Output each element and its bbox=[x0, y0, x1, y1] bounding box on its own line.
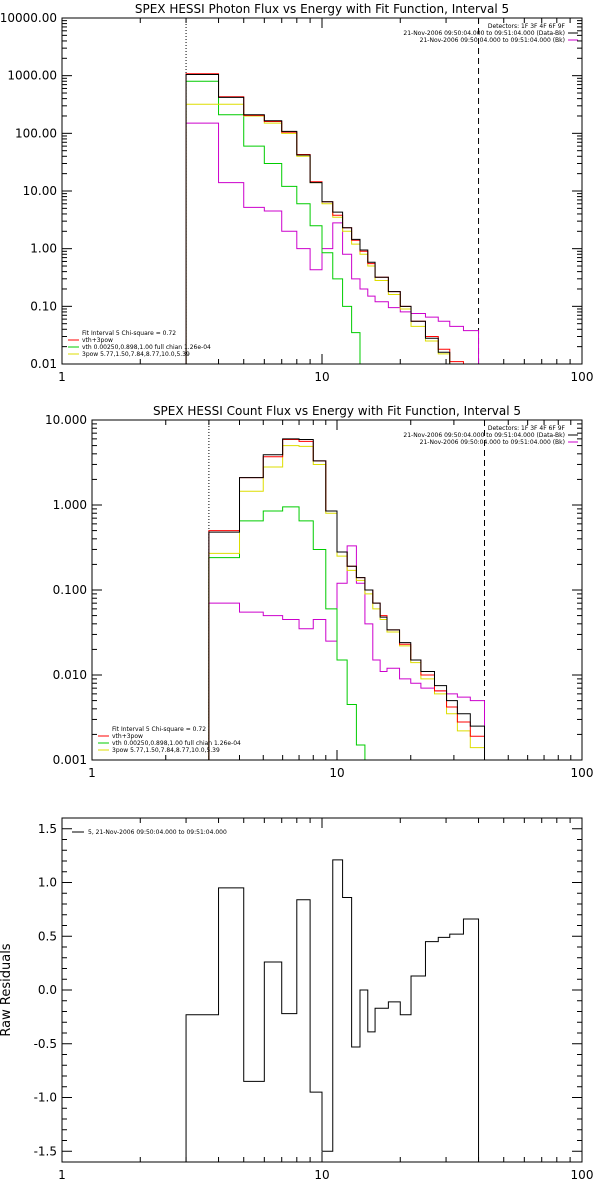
legend-entry: 5, 21-Nov-2006 09:50:04.000 to 09:51:04.… bbox=[88, 829, 227, 836]
fit-legend-entry: 3pow 5.77,1.50,7.84,8.77,10.0,5.39 bbox=[82, 351, 190, 358]
info-line: 21-Nov-2006 09:50:04.000 to 09:51:04.000… bbox=[403, 432, 565, 439]
y-tick-label: -1.0 bbox=[34, 1091, 57, 1105]
plot-frame bbox=[61, 817, 583, 1163]
y-tick-label: 0.01 bbox=[30, 357, 57, 371]
series-group bbox=[185, 859, 480, 1162]
y-tick-label: 0.5 bbox=[38, 929, 57, 943]
y-tick-label: 1.000 bbox=[53, 498, 87, 512]
fit-legend-entry: vth+3pow bbox=[112, 733, 143, 740]
fit-legend-entry: 3pow 5.77,1.50,7.84,8.77,10.0,5.39 bbox=[112, 747, 220, 754]
series-line-1 bbox=[208, 545, 486, 760]
series-line-4 bbox=[208, 438, 486, 760]
y-tick-label: 0.100 bbox=[53, 583, 87, 597]
x-tick-label: 1 bbox=[58, 370, 66, 384]
series-group bbox=[208, 438, 486, 760]
y-tick-label: 0.10 bbox=[30, 299, 57, 313]
chart-panel-1: SPEX HESSI Photon Flux vs Energy with Fi… bbox=[0, 2, 593, 384]
chart-panel-2: SPEX HESSI Count Flux vs Energy with Fit… bbox=[45, 404, 594, 780]
y-tick-label: 1.0 bbox=[38, 876, 57, 890]
fit-legend-entry: vth 0.00250,0.898,1.00 full chian 1.26e-… bbox=[82, 344, 211, 351]
y-tick-label: 1.5 bbox=[38, 822, 57, 836]
x-tick-label: 100 bbox=[571, 1168, 594, 1182]
x-tick-label: 10 bbox=[329, 766, 344, 780]
y-tick-label: -1.5 bbox=[34, 1144, 57, 1158]
series-line-4 bbox=[185, 73, 480, 364]
chart-title: SPEX HESSI Count Flux vs Energy with Fit… bbox=[153, 404, 521, 418]
series-line-1 bbox=[185, 859, 480, 1162]
x-tick-label: 1 bbox=[88, 766, 96, 780]
series-group bbox=[185, 73, 480, 364]
series-line-5 bbox=[185, 73, 480, 364]
chart-title: SPEX HESSI Photon Flux vs Energy with Fi… bbox=[135, 2, 509, 16]
y-tick-label: -0.5 bbox=[34, 1037, 57, 1051]
y-tick-label: 1000.00 bbox=[7, 69, 57, 83]
series-line-3 bbox=[208, 445, 486, 760]
series-line-1 bbox=[185, 122, 480, 364]
y-tick-label: 0.001 bbox=[53, 753, 87, 767]
series-line-2 bbox=[208, 506, 486, 760]
y-tick-label: 0.0 bbox=[38, 983, 57, 997]
fit-legend-entry: Fit Interval 5 Chi-square = 0.72 bbox=[112, 726, 206, 733]
fit-legend-entry: vth+3pow bbox=[82, 337, 113, 344]
plot-frame bbox=[61, 17, 583, 365]
y-tick-label: 10000.00 bbox=[0, 11, 57, 25]
info-line: 21-Nov-2006 09:50:04.000 to 09:51:04.000… bbox=[403, 30, 565, 37]
y-tick-label: 10.00 bbox=[23, 184, 57, 198]
x-tick-label: 10 bbox=[314, 370, 329, 384]
y-tick-label: 10.000 bbox=[45, 413, 87, 427]
info-line: 21-Nov-2006 09:50:04.000 to 09:51:04.000… bbox=[420, 439, 565, 446]
fit-legend-entry: Fit Interval 5 Chi-square = 0.72 bbox=[82, 330, 176, 337]
chart-panel-3: Raw Residuals 1 10 100 1.5 1.0 0.5 0.0 -0.5 -1.0 -… bbox=[0, 817, 594, 1182]
x-tick-label: 10 bbox=[314, 1168, 329, 1182]
series-line-2 bbox=[185, 80, 480, 364]
y-tick-label: 100.00 bbox=[15, 126, 57, 140]
series-line-5 bbox=[208, 438, 486, 760]
info-line: Detectors: 1F 3F 4F 6F 9F bbox=[488, 23, 566, 30]
y-tick-label: 0.010 bbox=[53, 668, 87, 682]
x-tick-label: 1 bbox=[58, 1168, 66, 1182]
y-tick-label: 1.00 bbox=[30, 242, 57, 256]
fit-legend-entry: vth 0.00250,0.898,1.00 full chian 1.26e-… bbox=[112, 740, 241, 747]
plot-frame bbox=[91, 419, 583, 761]
x-tick-label: 100 bbox=[571, 766, 594, 780]
info-line: Detectors: 1F 3F 4F 6F 9F bbox=[488, 425, 566, 432]
x-tick-label: 100 bbox=[571, 370, 594, 384]
y-axis-label: Raw Residuals bbox=[0, 943, 14, 1036]
info-line: 21-Nov-2006 09:50:04.000 to 09:51:04.000… bbox=[420, 37, 565, 44]
